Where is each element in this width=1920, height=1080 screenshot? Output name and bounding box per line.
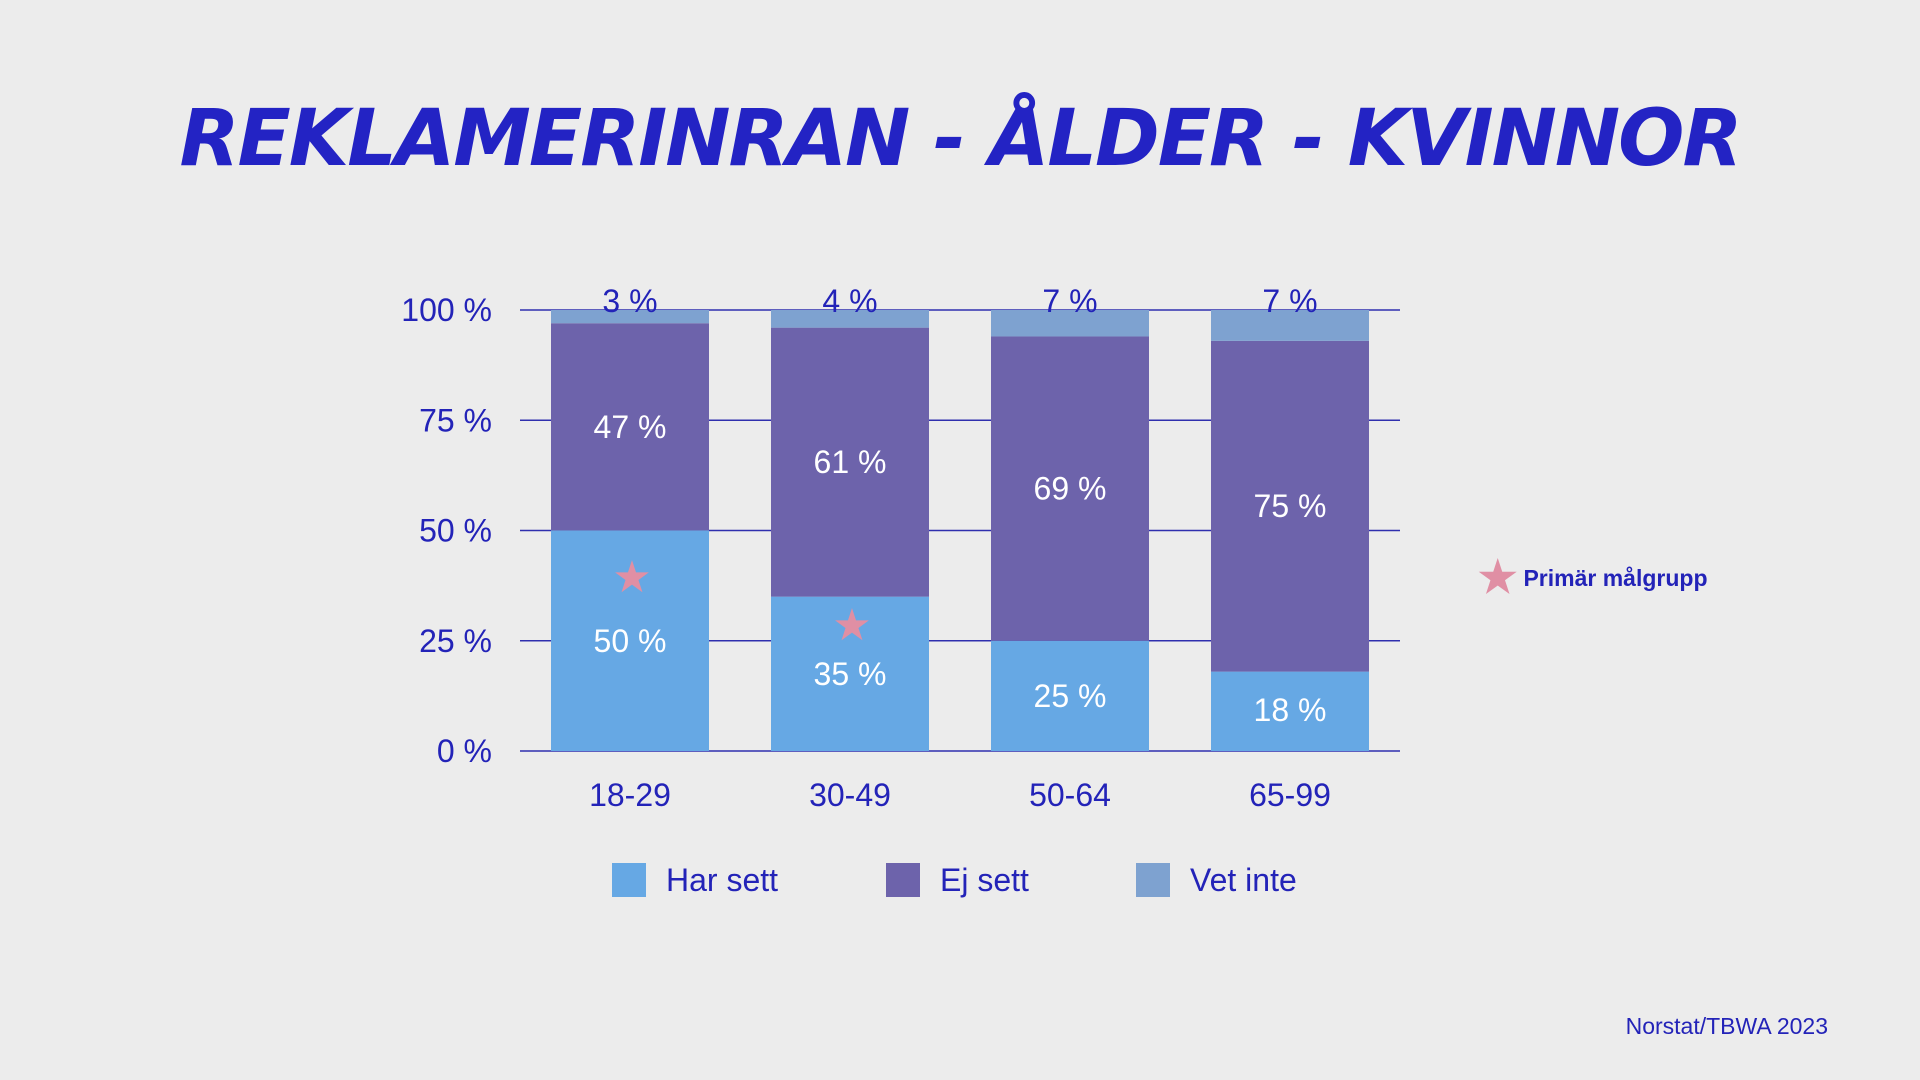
x-tick-label: 65-99 bbox=[1249, 777, 1331, 813]
legend-label-ej-sett: Ej sett bbox=[940, 861, 1029, 898]
data-label: 4 % bbox=[822, 283, 877, 319]
bar-segment bbox=[1211, 310, 1369, 341]
data-label: 69 % bbox=[1034, 471, 1107, 507]
page-title: REKLAMERINRAN - ÅLDER - KVINNOR bbox=[179, 94, 1742, 184]
source-credit: Norstat/TBWA 2023 bbox=[1625, 1013, 1828, 1039]
star-icon: ★ bbox=[612, 552, 651, 603]
legend-swatch-vet-inte bbox=[1136, 863, 1170, 897]
x-tick-label: 30-49 bbox=[809, 777, 891, 813]
bar-segment bbox=[771, 310, 929, 328]
bar-segment bbox=[1211, 671, 1369, 751]
bar-segment bbox=[551, 530, 709, 751]
bar-segment bbox=[1211, 340, 1369, 672]
y-tick-label: 100 % bbox=[401, 292, 492, 328]
data-label: 35 % bbox=[814, 656, 887, 692]
legend-label-har-sett: Har sett bbox=[666, 861, 779, 898]
data-label: 7 % bbox=[1042, 283, 1097, 319]
data-label: 18 % bbox=[1254, 692, 1327, 728]
bar-segment bbox=[551, 323, 709, 531]
y-tick-label: 50 % bbox=[419, 513, 492, 549]
legend-label-vet-inte: Vet inte bbox=[1190, 861, 1297, 898]
legend-swatch-har-sett bbox=[612, 863, 646, 897]
bar-segment bbox=[991, 640, 1149, 751]
bar-segment bbox=[991, 336, 1149, 641]
bar-segment bbox=[991, 310, 1149, 337]
data-label: 7 % bbox=[1262, 283, 1317, 319]
x-tick-label: 18-29 bbox=[589, 777, 671, 813]
data-label: 50 % bbox=[594, 623, 667, 659]
bar-segment bbox=[771, 327, 929, 597]
bar-segment bbox=[551, 310, 709, 324]
star-icon: ★ bbox=[832, 600, 871, 651]
data-label: 3 % bbox=[602, 283, 657, 319]
legend-item-har-sett: Har sett bbox=[612, 860, 778, 900]
legend-swatch-ej-sett bbox=[886, 863, 920, 897]
data-label: 75 % bbox=[1254, 488, 1327, 524]
y-tick-label: 25 % bbox=[419, 623, 492, 659]
primary-target-label: Primär målgrupp bbox=[1523, 564, 1708, 591]
star-icon: ★ bbox=[1478, 553, 1518, 602]
y-tick-label: 75 % bbox=[419, 402, 492, 438]
data-label: 25 % bbox=[1034, 678, 1107, 714]
y-tick-label: 0 % bbox=[437, 733, 492, 769]
legend-item-vet-inte: Vet inte bbox=[1136, 860, 1297, 900]
x-tick-label: 50-64 bbox=[1029, 777, 1111, 813]
data-label: 61 % bbox=[814, 444, 887, 480]
data-label: 47 % bbox=[594, 409, 667, 445]
primary-target-note: ★ Primär målgrupp bbox=[1478, 556, 1708, 600]
legend-item-ej-sett: Ej sett bbox=[886, 860, 1029, 900]
bar-segment bbox=[771, 596, 929, 751]
